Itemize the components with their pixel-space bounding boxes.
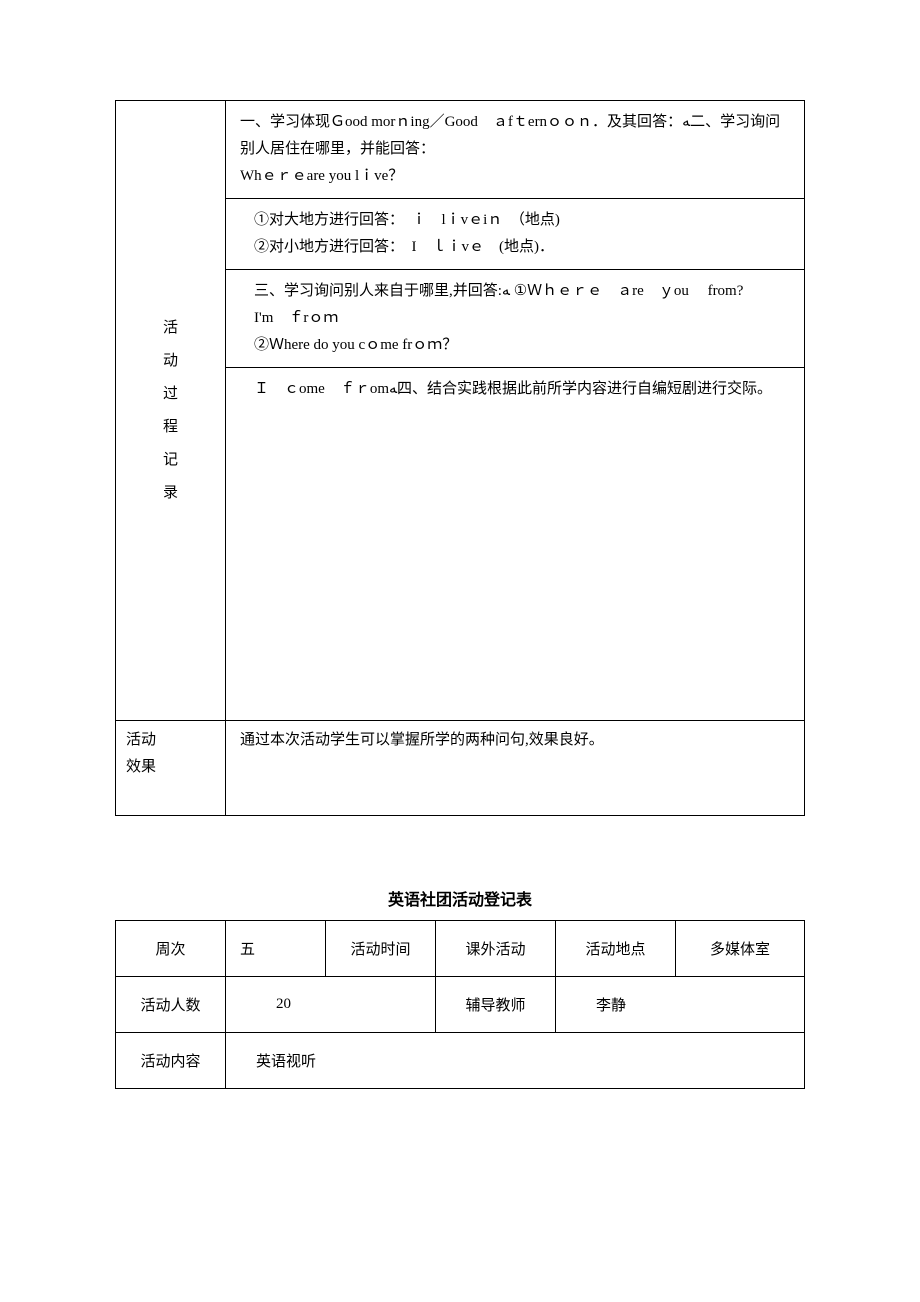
reg-cell: 多媒体室 — [676, 921, 805, 977]
label-char: 过 — [126, 378, 215, 411]
registration-title: 英语社团活动登记表 — [115, 886, 805, 910]
reg-cell: 周次 — [116, 921, 226, 977]
registration-table: 周次 五 活动时间 课外活动 活动地点 多媒体室 活动人数 20 辅导教师 李静… — [115, 920, 805, 1089]
process-content-cell: 一、学习体现Ｇood morｎing／Good ａfｔernｏｏｎ．及其回答：ﻪ… — [226, 101, 805, 721]
reg-cell: 英语视听 — [226, 1033, 805, 1089]
reg-cell: 活动内容 — [116, 1033, 226, 1089]
effect-label: 效果 — [126, 754, 215, 781]
reg-cell: 活动时间 — [326, 921, 436, 977]
process-text: ②对小地方进行回答： I ｌｉvｅ (地点)． — [240, 234, 790, 261]
process-text: Ｉ ｃome ｆｒomﻪ四、结合实践根据此前所学内容进行自编短剧进行交际。 — [240, 376, 790, 403]
reg-cell: 课外活动 — [436, 921, 556, 977]
reg-cell: 五 — [226, 921, 326, 977]
reg-cell: 20 — [226, 977, 436, 1033]
reg-cell: 李静 — [556, 977, 805, 1033]
reg-cell: 活动地点 — [556, 921, 676, 977]
effect-text: 通过本次活动学生可以掌握所学的两种问句,效果良好。 — [240, 727, 790, 754]
process-text: I'm ｆrｏｍ — [240, 305, 790, 332]
activity-record-table: 活 动 过 程 记 录 一、学习体现Ｇood morｎing／Good ａfｔe… — [115, 100, 805, 816]
effect-label-cell: 活动 效果 — [116, 721, 226, 816]
label-char: 记 — [126, 444, 215, 477]
reg-cell: 活动人数 — [116, 977, 226, 1033]
label-char: 录 — [126, 477, 215, 510]
reg-cell: 辅导教师 — [436, 977, 556, 1033]
effect-label: 活动 — [126, 727, 215, 754]
effect-content-cell: 通过本次活动学生可以掌握所学的两种问句,效果良好。 — [226, 721, 805, 816]
process-label-cell: 活 动 过 程 记 录 — [116, 101, 226, 721]
process-text: 三、学习询问别人来自于哪里,并回答:ﻪ ①Ｗｈｅｒｅ ａre ｙou from? — [240, 278, 790, 305]
process-text: 一、学习体现Ｇood morｎing／Good ａfｔernｏｏｎ．及其回答：ﻪ… — [240, 109, 790, 163]
label-char: 活 — [126, 312, 215, 345]
process-text: ①对大地方进行回答： ｉ lｉvｅiｎ （地点) — [240, 207, 790, 234]
process-text: ②Ｗhere do you cｏme frｏｍ？ — [240, 332, 790, 359]
label-char: 程 — [126, 411, 215, 444]
process-text: Whｅｒｅare you lｉve？ — [240, 163, 790, 190]
label-char: 动 — [126, 345, 215, 378]
